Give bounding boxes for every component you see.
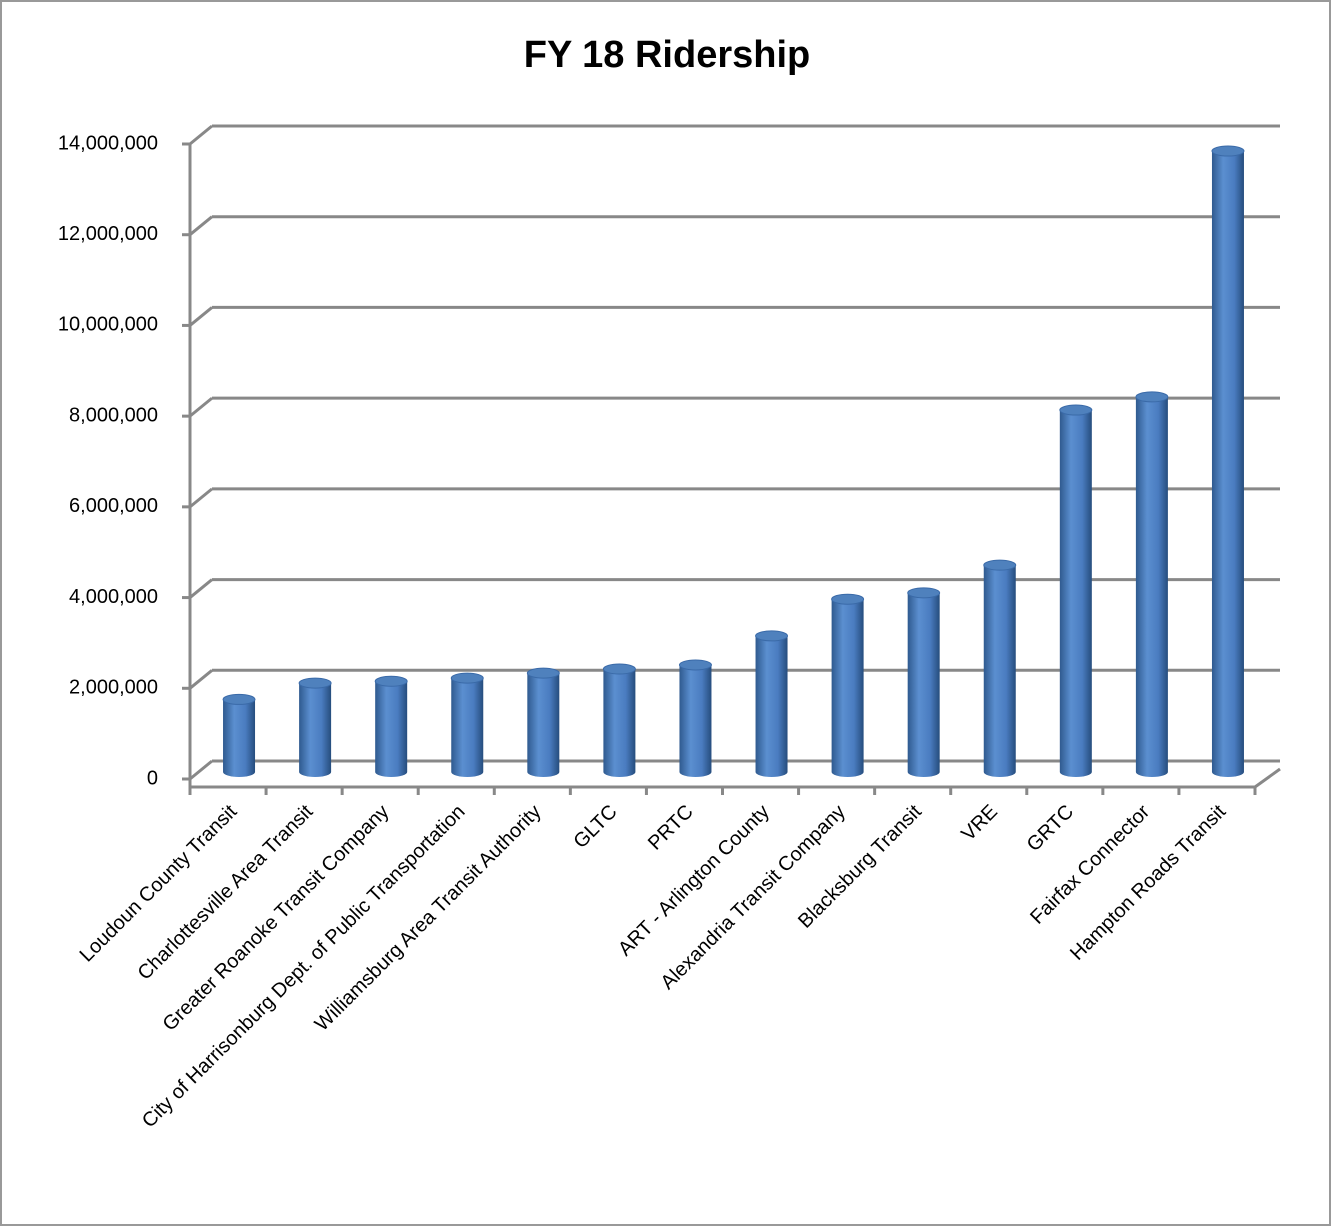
grid-line — [189, 396, 213, 418]
grid-line — [189, 124, 213, 146]
bar — [983, 565, 1016, 778]
bar — [679, 664, 712, 778]
bar — [1211, 151, 1244, 778]
bar — [1059, 410, 1092, 778]
grid-line — [189, 669, 213, 690]
grid-line — [189, 215, 213, 236]
y-tick-label: 14,000,000 — [58, 132, 158, 154]
bar — [907, 592, 940, 778]
grid-line — [189, 487, 213, 509]
bar-top — [831, 593, 865, 605]
bar — [527, 673, 560, 778]
bar — [299, 683, 332, 778]
chart-title: FY 18 Ridership — [524, 34, 811, 76]
y-tick-label: 6,000,000 — [69, 495, 158, 517]
bar-top — [526, 667, 560, 679]
grid-line — [189, 306, 213, 327]
bar — [375, 681, 408, 778]
y-tick-label: 0 — [147, 767, 158, 789]
bar — [755, 635, 788, 778]
bar — [603, 669, 636, 778]
y-tick-label: 12,000,000 — [58, 223, 158, 245]
y-tick-label: 8,000,000 — [69, 404, 158, 426]
bar-top — [1211, 145, 1245, 157]
bar-top — [678, 659, 712, 671]
bar-top — [450, 672, 484, 684]
bar — [1135, 396, 1168, 778]
bar-top — [1135, 391, 1169, 403]
bar-top — [298, 677, 332, 689]
bar — [831, 599, 864, 778]
bar-top — [374, 675, 408, 687]
bar-top — [907, 587, 941, 599]
bar-top — [983, 559, 1017, 571]
y-tick-label: 2,000,000 — [69, 677, 158, 699]
bar-top — [222, 693, 256, 705]
bar-top — [1059, 404, 1093, 416]
grid-line — [189, 759, 213, 781]
bar-top — [755, 630, 789, 642]
y-tick-label: 4,000,000 — [69, 586, 158, 608]
bar — [451, 678, 484, 778]
bar — [223, 699, 256, 778]
floor-edge — [1254, 767, 1281, 789]
y-tick-label: 10,000,000 — [58, 314, 158, 336]
bar-top — [602, 663, 636, 675]
grid-line — [189, 578, 213, 599]
